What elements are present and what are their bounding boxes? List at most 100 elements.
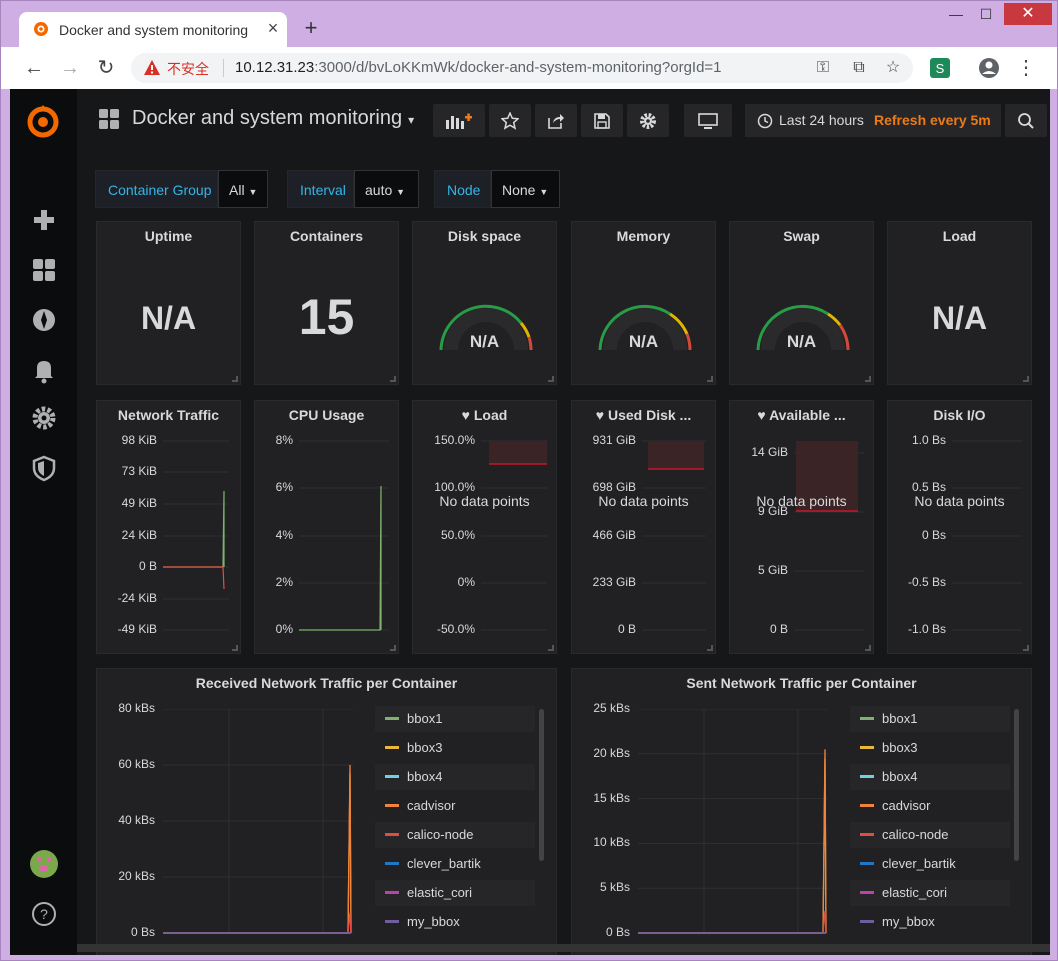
window-close-icon[interactable]: ✕ [1004,3,1052,25]
y-tick: 73 KiB [121,464,157,478]
chrome-menu-icon[interactable]: ⋮ [1016,57,1036,79]
variable-select[interactable]: All ▼ [218,170,268,208]
help-icon[interactable]: ? [29,899,59,929]
save-button[interactable] [581,104,623,137]
chevron-down-icon: ▾ [408,113,415,127]
panel-load[interactable]: Load N/A [887,221,1032,385]
user-avatar[interactable] [29,849,59,879]
legend-item[interactable]: bbox3 [375,735,535,761]
bookmark-star-icon[interactable]: ☆ [885,59,901,76]
back-icon[interactable]: ← [24,57,44,79]
add-panel-button[interactable] [433,104,485,137]
legend-swatch [860,745,874,749]
browser-tab[interactable]: Docker and system monitoring × [19,12,287,47]
panel-containers[interactable]: Containers 15 [254,221,399,385]
dashboards-icon[interactable] [29,255,59,285]
resize-handle[interactable] [232,376,238,382]
legend-item[interactable]: bbox1 [375,706,535,732]
y-tick: 50.0% [440,528,475,542]
y-tick: 100.0% [434,480,475,494]
resize-handle[interactable] [865,645,871,651]
panel-swap[interactable]: Swap N/A [729,221,874,385]
legend-scrollbar[interactable] [1014,709,1019,861]
variable-select[interactable]: None ▼ [491,170,560,208]
server-admin-shield-icon[interactable] [29,453,59,483]
y-tick: -49 KiB [117,622,157,636]
y-tick: 24 KiB [121,528,157,542]
settings-button[interactable] [627,104,669,137]
tab-close-icon[interactable]: × [267,18,279,38]
panel-title: CPU Usage [288,407,365,423]
minimize-icon[interactable]: — [949,6,963,22]
resize-handle[interactable] [548,645,554,651]
legend-item[interactable]: cadvisor [850,793,1010,819]
legend-item[interactable]: bbox1 [850,706,1010,732]
address-bar[interactable]: 不安全 10.12.31.23:3000/d/bvLoKKmWk/docker-… [131,53,913,83]
time-picker[interactable]: Last 24 hours Refresh every 5m [745,104,1001,137]
variable-select[interactable]: auto ▼ [354,170,419,208]
translate-icon[interactable]: ⧉ [853,59,865,76]
panel-cpu-usage[interactable]: CPU Usage 8% 6% 4% 2% 0% [254,400,399,654]
legend-item[interactable]: my_bbox [850,909,1010,935]
y-tick: 6% [275,480,293,494]
resize-handle[interactable] [548,376,554,382]
legend-scrollbar[interactable] [539,709,544,861]
y-tick: -0.5 Bs [907,575,946,589]
legend-item[interactable]: bbox4 [850,764,1010,790]
panel-received-traffic[interactable]: Received Network Traffic per Container 8… [96,668,557,955]
sidebar: ? [10,89,77,955]
panel-title: Disk I/O [933,407,986,423]
legend-item[interactable]: clever_bartik [850,851,1010,877]
legend-item[interactable]: bbox3 [850,735,1010,761]
new-tab-icon[interactable]: + [304,15,318,40]
configuration-gear-icon[interactable] [29,403,59,433]
stat-value: N/A [140,300,197,336]
tv-mode-button[interactable] [684,104,732,137]
panel-disk-space[interactable]: Disk space N/A [412,221,557,385]
legend-item[interactable]: my_bbox [375,909,535,935]
alerting-bell-icon[interactable] [29,355,59,385]
legend-item[interactable]: elastic_cori [850,880,1010,906]
legend-item[interactable]: calico-node [375,822,535,848]
panel-uptime[interactable]: Uptime N/A [96,221,241,385]
dashboard-title[interactable]: Docker and system monitoring ▾ [132,107,414,130]
legend-item[interactable]: bbox4 [375,764,535,790]
resize-handle[interactable] [390,645,396,651]
gauge-arc [598,304,692,351]
legend-item[interactable]: elastic_cori [375,880,535,906]
grafana-logo-icon[interactable] [25,103,61,139]
resize-handle[interactable] [390,376,396,382]
panel-used-disk[interactable]: ♥ Used Disk ... 931 GiB 698 GiB 466 GiB … [571,400,716,654]
legend-swatch [860,861,874,865]
star-button[interactable] [489,104,531,137]
profile-icon[interactable] [978,57,1000,79]
explore-compass-icon[interactable] [29,305,59,335]
panel-network-traffic[interactable]: Network Traffic 98 KiB 73 KiB 49 KiB 24 … [96,400,241,654]
resize-handle[interactable] [1023,376,1029,382]
panel-available-memory[interactable]: ♥ Available ... 14 GiB 9 GiB 5 GiB 0 B N… [729,400,874,654]
resize-handle[interactable] [232,645,238,651]
extension-icon[interactable]: S [929,57,951,79]
maximize-icon[interactable]: ☐ [979,6,993,22]
panel-sent-traffic[interactable]: Sent Network Traffic per Container 25 kB… [571,668,1032,955]
y-tick: 9 GiB [757,504,788,518]
add-panel-icon [446,113,472,129]
panel-disk-io[interactable]: Disk I/O 1.0 Bs 0.5 Bs 0 Bs -0.5 Bs -1.0… [887,400,1032,654]
legend-item[interactable]: cadvisor [375,793,535,819]
panel-memory[interactable]: Memory N/A [571,221,716,385]
zoom-out-button[interactable] [1005,104,1047,137]
resize-handle[interactable] [707,376,713,382]
create-plus-icon[interactable] [29,205,59,235]
variable-label: Container Group [95,170,218,208]
reload-icon[interactable]: ↻ [97,57,115,79]
key-icon[interactable]: ⚿ [816,59,830,76]
panel-load-graph[interactable]: ♥ Load 150.0% 100.0% 50.0% 0% -50.0% No … [412,400,557,654]
legend-item[interactable]: calico-node [850,822,1010,848]
horizontal-scrollbar[interactable] [77,944,1050,952]
resize-handle[interactable] [865,376,871,382]
legend-item[interactable]: clever_bartik [375,851,535,877]
forward-icon[interactable]: → [60,57,80,79]
share-button[interactable] [535,104,577,137]
resize-handle[interactable] [1023,645,1029,651]
resize-handle[interactable] [707,645,713,651]
